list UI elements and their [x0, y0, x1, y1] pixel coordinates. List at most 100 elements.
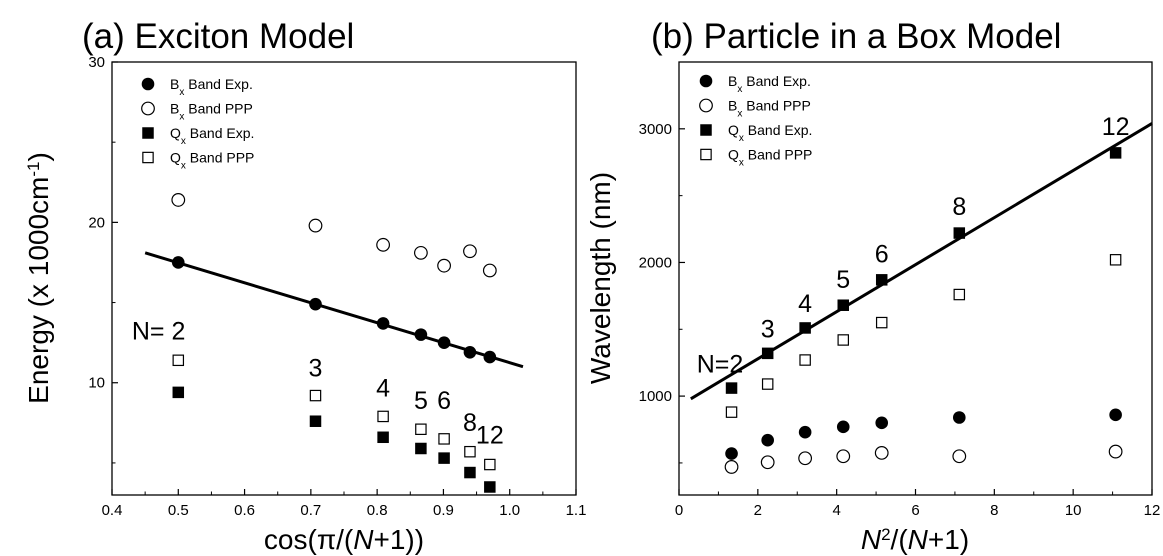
y-tick-label: 1000 [639, 388, 672, 405]
n-annotation: 3 [761, 315, 775, 343]
chart-title: (b) Particle in a Box Model [651, 17, 1061, 56]
n-annotation: 12 [1102, 113, 1130, 141]
legend-entry: Bx Band PPP [699, 98, 811, 119]
fit-line [144, 251, 524, 369]
data-point [761, 347, 774, 360]
n-annotation: 12 [476, 422, 504, 450]
data-point [464, 466, 476, 479]
x-tick-label: 2 [754, 502, 762, 519]
n-annotation: 6 [437, 387, 451, 415]
series-3 [172, 354, 496, 471]
y-axis-label: Wavelength (nm) [585, 172, 616, 384]
data-point [376, 317, 390, 330]
data-point [464, 445, 476, 458]
chart-title: (a) Exciton Model [82, 17, 354, 56]
data-point [953, 288, 966, 301]
panel-a: (a) Exciton Model 0.4 0.5 0.6 0.7 0.8 0.9 1.0 1.… [23, 17, 586, 555]
data-point [463, 345, 477, 359]
legend-marker [142, 151, 154, 164]
data-point [309, 415, 322, 427]
data-point [837, 299, 849, 311]
data-point [798, 451, 813, 466]
legend-entry: Bx Band Exp. [699, 73, 811, 95]
x-tick-label: 6 [911, 502, 919, 519]
series-1 [724, 444, 1123, 474]
data-point [836, 420, 850, 434]
data-point [725, 406, 738, 418]
legend-marker [141, 77, 155, 91]
data-point [377, 410, 389, 423]
data-point [484, 458, 496, 471]
data-point [483, 350, 497, 364]
legend-label: Qx Band Exp. [170, 125, 254, 147]
legend-marker [699, 98, 713, 113]
legend-marker [141, 101, 155, 116]
n-annotation: 5 [414, 387, 428, 415]
x-tick-label: 12 [1144, 502, 1161, 519]
series-0 [725, 408, 1122, 460]
legend-entry: Bx Band Exp. [141, 76, 253, 98]
x-tick-label: 0.6 [234, 502, 255, 519]
data-point [437, 258, 451, 273]
data-point [874, 446, 889, 460]
legend-label: Bx Band PPP [170, 101, 253, 123]
y-tick-label: 10 [88, 375, 105, 392]
x-tick-label: 0.8 [367, 502, 388, 519]
x-tick-label: 0.9 [433, 502, 454, 519]
y-axis-label: Energy (x 1000cm-1) [23, 152, 54, 404]
x-tick-label: 8 [990, 502, 998, 519]
y-tick-label: 3000 [639, 121, 672, 138]
n-annotation: N= 2 [132, 317, 186, 345]
y-tick-label: 2000 [639, 254, 672, 271]
data-point [875, 274, 888, 286]
data-point [415, 423, 427, 435]
data-point [761, 433, 774, 447]
legend-entry: Qx Band Exp. [142, 125, 254, 147]
data-point [875, 416, 889, 430]
legend-label: Qx Band PPP [728, 147, 812, 169]
data-point [438, 433, 450, 445]
data-point [798, 425, 812, 439]
data-point [952, 449, 967, 464]
data-point [438, 452, 450, 464]
x-axis-label: cos(π/(N+1)) [264, 524, 424, 555]
n-annotation: 4 [376, 374, 390, 402]
legend-entry: Qx Band PPP [142, 150, 254, 171]
x-axis-label: N2/(N+1) [861, 524, 969, 555]
x-tick-label: 4 [832, 502, 840, 519]
data-point [836, 449, 851, 464]
data-point [309, 297, 322, 311]
legend-entry: Qx Band PPP [700, 147, 812, 169]
data-point [1108, 444, 1123, 459]
data-point [1109, 147, 1122, 159]
legend-label: Bx Band Exp. [170, 76, 253, 98]
data-point [484, 481, 496, 493]
legend-marker [700, 124, 712, 136]
series-1 [171, 193, 497, 278]
data-point [724, 460, 739, 474]
data-point [309, 389, 322, 402]
x-tick-label: 10 [1065, 502, 1082, 519]
data-point [1109, 408, 1122, 422]
x-tick-label: 0.7 [300, 502, 321, 519]
data-point [1109, 254, 1122, 266]
data-point [172, 354, 185, 367]
panel-b: (b) Particle in a Box Model 0 2 4 6 8 10 12 1000… [585, 17, 1160, 555]
x-tick-label: 0.4 [102, 502, 123, 519]
data-point [415, 442, 427, 455]
data-point [172, 386, 185, 399]
data-point [837, 334, 849, 346]
n-annotation: 5 [836, 266, 850, 294]
n-annotation: 8 [463, 409, 477, 437]
legend-marker [700, 148, 712, 161]
y-tick-label: 20 [88, 214, 105, 231]
data-point [725, 382, 738, 394]
data-point [482, 263, 497, 278]
data-point [413, 245, 428, 260]
n-annotation: 3 [309, 354, 323, 382]
legend-label: Bx Band Exp. [728, 73, 811, 95]
series-3 [725, 254, 1122, 418]
series-2 [725, 147, 1122, 394]
plot-frame [111, 61, 577, 496]
